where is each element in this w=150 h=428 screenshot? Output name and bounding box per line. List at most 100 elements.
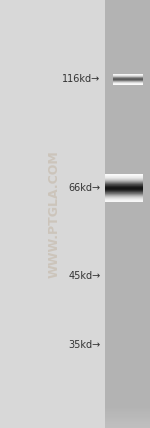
Bar — [105, 12, 150, 13]
Bar — [105, 94, 150, 95]
Bar — [105, 284, 150, 285]
Text: 35kd→: 35kd→ — [68, 339, 100, 350]
Bar — [105, 210, 150, 211]
Bar — [105, 89, 150, 90]
Bar — [105, 43, 150, 44]
Bar — [105, 3, 150, 4]
Bar — [105, 391, 150, 392]
Bar — [105, 260, 150, 261]
Bar — [105, 104, 150, 106]
Bar — [105, 256, 150, 257]
Bar — [105, 39, 150, 40]
Bar — [105, 234, 150, 235]
Bar — [105, 114, 150, 116]
Bar — [105, 237, 150, 238]
Bar — [105, 327, 150, 328]
Bar — [105, 344, 150, 345]
Bar — [105, 59, 150, 60]
Bar — [105, 228, 150, 230]
Bar — [105, 352, 150, 354]
Bar — [105, 64, 150, 65]
Bar — [105, 303, 150, 304]
Bar — [105, 70, 150, 71]
Bar — [105, 338, 150, 339]
Bar — [105, 117, 150, 119]
Text: 116kd→: 116kd→ — [62, 74, 100, 84]
Bar — [105, 33, 150, 34]
Bar — [105, 153, 150, 154]
Bar — [105, 158, 150, 160]
Bar — [105, 357, 150, 358]
Bar — [105, 46, 150, 47]
Bar — [105, 163, 150, 164]
Bar — [105, 101, 150, 103]
Bar — [105, 155, 150, 157]
Bar — [105, 372, 150, 374]
Bar — [105, 345, 150, 347]
Bar — [105, 197, 150, 198]
Bar — [105, 56, 150, 57]
Bar — [105, 86, 150, 87]
Bar — [105, 382, 150, 384]
Bar — [105, 48, 150, 50]
Bar — [105, 301, 150, 303]
Bar — [105, 208, 150, 210]
Bar — [105, 421, 150, 422]
Bar — [105, 50, 150, 51]
Bar — [105, 16, 150, 17]
Bar — [105, 213, 150, 214]
Bar — [105, 108, 150, 110]
Text: 66kd→: 66kd→ — [68, 183, 100, 193]
Bar — [105, 339, 150, 341]
Bar — [105, 160, 150, 161]
Bar — [105, 146, 150, 147]
Bar — [105, 407, 150, 408]
Bar — [105, 305, 150, 307]
Text: WWW.PTGLA.COM: WWW.PTGLA.COM — [48, 150, 60, 278]
Bar — [105, 261, 150, 262]
Bar — [105, 264, 150, 265]
Bar — [105, 190, 150, 191]
Bar — [105, 275, 150, 277]
Bar — [105, 77, 150, 78]
Bar — [105, 147, 150, 149]
Bar — [105, 60, 150, 61]
Bar — [105, 368, 150, 369]
Bar — [105, 215, 150, 217]
Bar — [105, 68, 150, 70]
Bar — [105, 351, 150, 352]
Bar — [105, 13, 150, 14]
Bar — [105, 196, 150, 197]
Bar — [105, 364, 150, 365]
Bar — [105, 191, 150, 193]
Bar — [105, 360, 150, 361]
Bar — [105, 205, 150, 207]
Bar — [105, 21, 150, 23]
Bar — [105, 26, 150, 27]
Bar — [105, 227, 150, 228]
Bar — [105, 250, 150, 251]
Bar — [105, 415, 150, 416]
Bar — [105, 268, 150, 270]
Bar — [105, 113, 150, 114]
Bar — [105, 410, 150, 411]
Bar — [105, 331, 150, 333]
Bar — [105, 123, 150, 124]
Bar — [105, 161, 150, 163]
Bar — [105, 314, 150, 315]
Bar — [105, 257, 150, 258]
Bar — [105, 121, 150, 123]
Bar — [105, 397, 150, 398]
Bar — [105, 140, 150, 141]
Bar — [105, 307, 150, 308]
Bar — [105, 83, 150, 84]
Bar — [105, 262, 150, 264]
Bar — [105, 124, 150, 125]
Bar — [105, 42, 150, 43]
Bar — [105, 312, 150, 314]
Bar — [105, 120, 150, 121]
Bar — [105, 405, 150, 407]
Bar — [105, 224, 150, 226]
Bar — [105, 44, 150, 46]
Bar — [105, 14, 150, 16]
